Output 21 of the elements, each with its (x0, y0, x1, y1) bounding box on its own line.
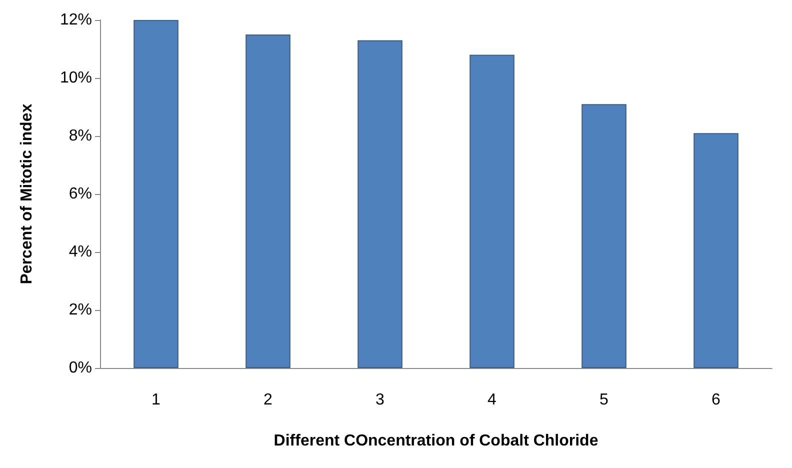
y-tick-label: 6% (68, 186, 92, 202)
bar (470, 54, 514, 368)
x-tick-label: 1 (152, 392, 161, 408)
bar (582, 104, 626, 368)
bar (694, 133, 738, 368)
bar (358, 40, 402, 368)
y-tick-label: 10% (60, 70, 92, 86)
y-tick-label: 12% (60, 12, 92, 28)
bar (246, 34, 290, 368)
y-axis-title: Percent of Mitotic index (18, 104, 36, 284)
x-tick-label: 6 (712, 392, 721, 408)
bar (134, 20, 178, 368)
y-tick-label: 0% (68, 360, 92, 376)
y-tick-label: 8% (68, 128, 92, 144)
x-tick-label: 5 (600, 392, 609, 408)
y-tick-label: 4% (68, 244, 92, 260)
x-tick-label: 4 (488, 392, 497, 408)
x-tick-label: 3 (376, 392, 385, 408)
x-axis-title: Different COncentration of Cobalt Chloride (274, 432, 598, 450)
x-tick-label: 2 (264, 392, 273, 408)
y-tick-label: 2% (68, 302, 92, 318)
